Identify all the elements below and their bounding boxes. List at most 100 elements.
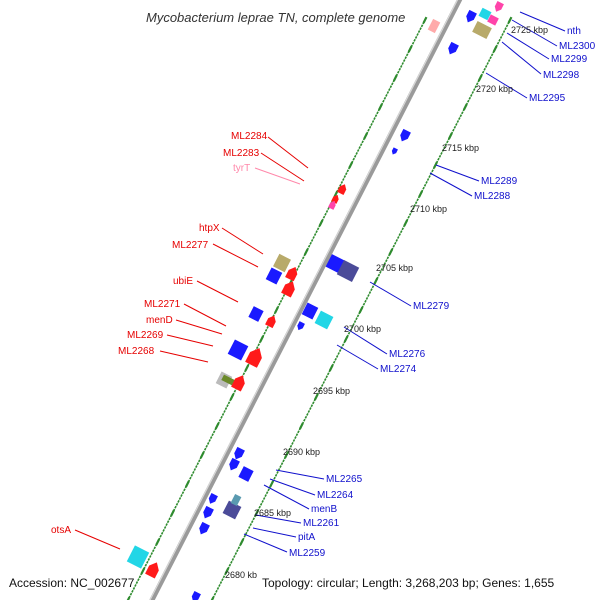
gene-label-ubiE[interactable]: ubiE: [173, 276, 193, 287]
gene-label-ML2276[interactable]: ML2276: [389, 349, 426, 360]
gene-label-menB[interactable]: menB: [311, 504, 337, 515]
gene-label-htpX[interactable]: htpX: [199, 223, 220, 234]
inner-tick: [332, 360, 336, 364]
kbp-label: 2685 kbp: [254, 508, 291, 518]
outer-tick: [150, 552, 154, 556]
inner-tick: [407, 215, 410, 219]
inner-tick: [252, 517, 255, 521]
inner-tick: [425, 180, 428, 184]
gene-arrow: [285, 267, 298, 282]
inner-tick: [307, 410, 311, 413]
gene-arrow: [297, 321, 305, 331]
gene-label-ML2265[interactable]: ML2265: [326, 474, 363, 485]
outer-tick: [404, 56, 407, 60]
outer-tick: [416, 33, 419, 36]
inner-tick: [480, 73, 483, 77]
gene-label-otsA[interactable]: otsA: [51, 525, 71, 536]
outer-tick: [187, 479, 191, 483]
gene-label-pitA[interactable]: pitA: [298, 532, 316, 543]
outer-tick: [313, 233, 317, 237]
gene-label-ML2279[interactable]: ML2279: [413, 301, 450, 312]
outer-tick: [261, 334, 265, 338]
gene-block: [126, 545, 150, 569]
inner-tick: [213, 592, 217, 596]
inner-tick: [413, 204, 416, 208]
outer-tick: [359, 143, 363, 147]
gene-block: [227, 339, 249, 361]
gene-label-ML2283[interactable]: ML2283: [223, 148, 260, 159]
genome-backbone-highlight: [149, 0, 459, 600]
gene-label-ML2299[interactable]: ML2299: [551, 54, 588, 65]
gene-label-ML2264[interactable]: ML2264: [317, 490, 354, 501]
inner-tick: [498, 38, 501, 42]
inner-tick: [355, 317, 358, 321]
gene-label-ML2259[interactable]: ML2259: [289, 548, 326, 559]
leader-line: [506, 32, 550, 60]
inner-tick: [382, 265, 385, 268]
gene-label-nth[interactable]: nth: [567, 26, 581, 37]
gene-label-ML2295[interactable]: ML2295: [529, 93, 566, 104]
gene-label-menD[interactable]: menD: [146, 315, 173, 326]
inner-tick: [309, 407, 312, 411]
inner-tick: [264, 494, 267, 498]
gene-arrow: [208, 493, 218, 504]
gene-block: [273, 253, 291, 273]
gene-label-ML2269[interactable]: ML2269: [127, 330, 164, 341]
outer-tick: [138, 575, 142, 579]
inner-tick: [288, 447, 291, 451]
outer-tick: [376, 111, 379, 115]
gene-label-ML2274[interactable]: ML2274: [380, 364, 417, 375]
outer-tick: [355, 151, 358, 155]
inner-tick: [435, 160, 439, 164]
inner-tick: [289, 444, 293, 448]
inner-tick: [370, 288, 373, 292]
outer-tick: [212, 430, 216, 434]
outer-tick: [180, 494, 183, 498]
gene-label-ML2261[interactable]: ML2261: [303, 518, 340, 529]
outer-tick: [368, 125, 372, 129]
inner-tick: [338, 349, 342, 353]
outer-tick: [203, 447, 207, 451]
outer-tick: [325, 209, 329, 213]
gene-label-tyrT[interactable]: tyrT: [233, 163, 250, 174]
inner-tick: [326, 372, 330, 376]
outer-tick: [382, 99, 385, 103]
inner-tick: [233, 555, 236, 558]
inner-tick: [483, 67, 486, 71]
inner-tick: [475, 82, 479, 86]
inner-tick: [286, 450, 290, 454]
inner-tick: [325, 375, 328, 379]
gene-arrow: [494, 1, 504, 12]
inner-tick: [505, 24, 509, 28]
gene-label-ML2277[interactable]: ML2277: [172, 240, 209, 251]
inner-tick: [230, 560, 233, 564]
inner-tick: [258, 505, 261, 509]
gene-label-ML2288[interactable]: ML2288: [474, 191, 511, 202]
inner-tick: [294, 436, 297, 440]
inner-tick: [353, 320, 357, 324]
gene-label-ML2289[interactable]: ML2289: [481, 176, 518, 187]
inner-tick: [490, 53, 494, 57]
inner-tick: [431, 169, 434, 173]
gene-arrow: [448, 41, 459, 55]
outer-tick: [178, 497, 182, 500]
outer-tick: [386, 91, 390, 94]
inner-tick: [221, 578, 224, 582]
gene-label-ML2300[interactable]: ML2300: [559, 41, 596, 52]
inner-tick: [456, 120, 460, 123]
inner-tick: [368, 291, 372, 295]
inner-tick: [385, 259, 388, 263]
outer-tick: [343, 175, 347, 179]
inner-tick: [472, 88, 476, 92]
inner-tick: [367, 294, 370, 297]
gene-arrow: [245, 348, 262, 368]
inner-tick: [459, 114, 463, 118]
gene-label-ML2298[interactable]: ML2298: [543, 70, 580, 81]
leader-line: [485, 72, 528, 99]
inner-tick: [446, 140, 449, 144]
gene-label-ML2271[interactable]: ML2271: [144, 299, 181, 310]
gene-label-ML2268[interactable]: ML2268: [118, 346, 155, 357]
inner-tick: [236, 549, 239, 553]
leader-line: [175, 319, 223, 335]
gene-label-ML2284[interactable]: ML2284: [231, 131, 268, 142]
